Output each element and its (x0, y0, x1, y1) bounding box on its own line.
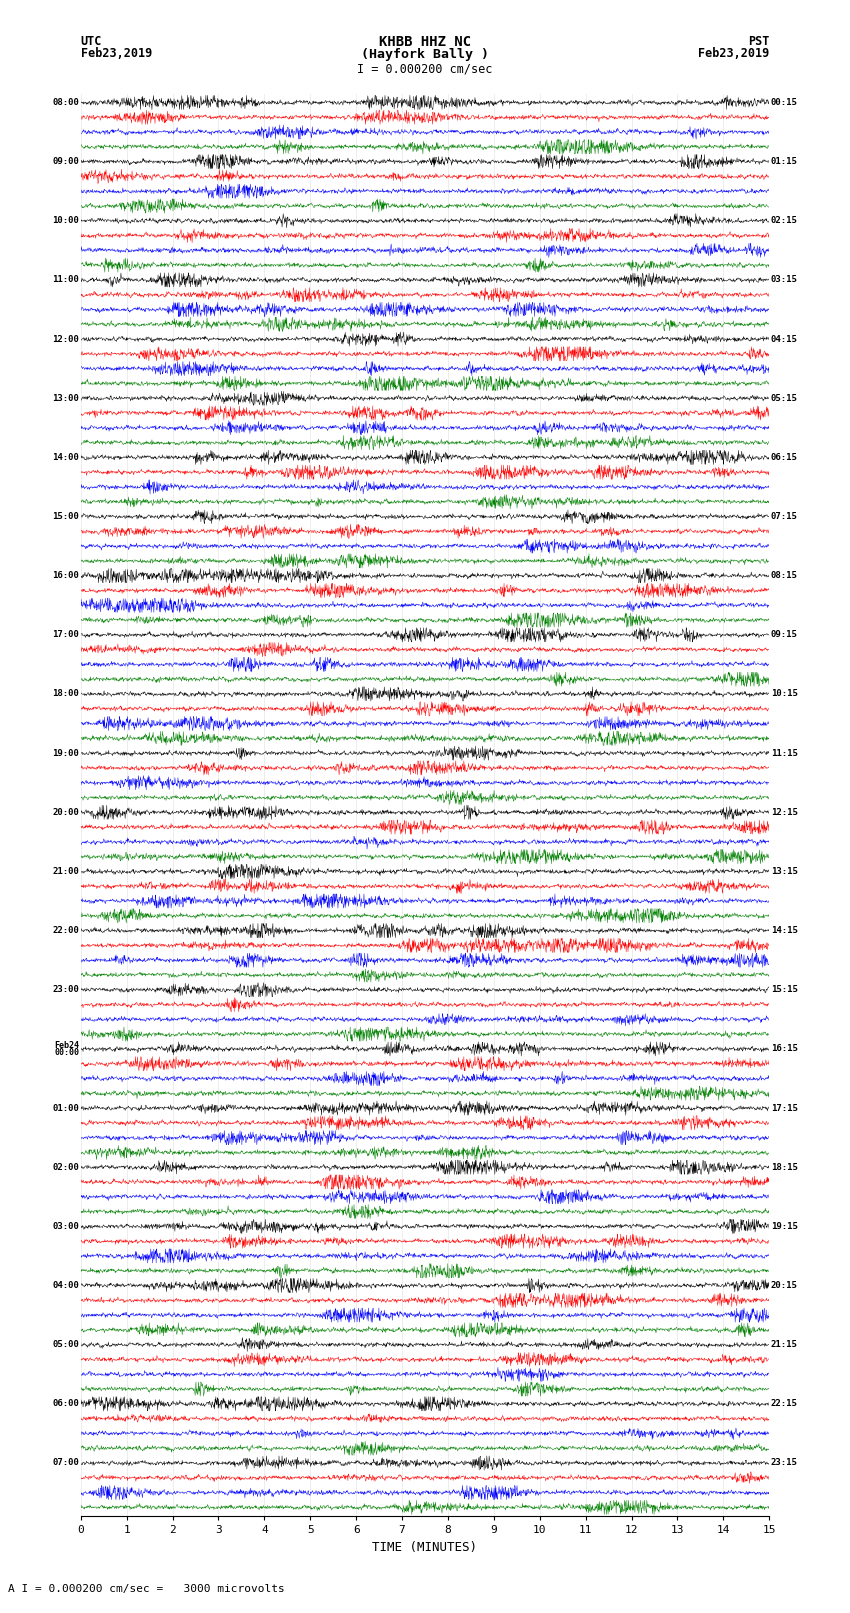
Text: 05:15: 05:15 (771, 394, 797, 403)
Text: 00:00: 00:00 (54, 1048, 79, 1057)
Text: 15:15: 15:15 (771, 986, 797, 994)
Text: 18:15: 18:15 (771, 1163, 797, 1171)
Text: 21:00: 21:00 (53, 866, 79, 876)
X-axis label: TIME (MINUTES): TIME (MINUTES) (372, 1540, 478, 1553)
Text: I = 0.000200 cm/sec: I = 0.000200 cm/sec (357, 63, 493, 76)
Text: 12:15: 12:15 (771, 808, 797, 816)
Text: (Hayfork Bally ): (Hayfork Bally ) (361, 48, 489, 61)
Text: UTC: UTC (81, 35, 102, 48)
Text: 10:00: 10:00 (53, 216, 79, 226)
Text: A I = 0.000200 cm/sec =   3000 microvolts: A I = 0.000200 cm/sec = 3000 microvolts (8, 1584, 286, 1594)
Text: 01:00: 01:00 (53, 1103, 79, 1113)
Text: 08:15: 08:15 (771, 571, 797, 581)
Text: 09:00: 09:00 (53, 156, 79, 166)
Text: 13:00: 13:00 (53, 394, 79, 403)
Text: 01:15: 01:15 (771, 156, 797, 166)
Text: 07:00: 07:00 (53, 1458, 79, 1468)
Text: 11:00: 11:00 (53, 276, 79, 284)
Text: 23:15: 23:15 (771, 1458, 797, 1468)
Text: 08:00: 08:00 (53, 98, 79, 106)
Text: Feb24: Feb24 (54, 1040, 79, 1050)
Text: 13:15: 13:15 (771, 866, 797, 876)
Text: 07:15: 07:15 (771, 511, 797, 521)
Text: 22:15: 22:15 (771, 1400, 797, 1408)
Text: 18:00: 18:00 (53, 689, 79, 698)
Text: 17:15: 17:15 (771, 1103, 797, 1113)
Text: 03:00: 03:00 (53, 1223, 79, 1231)
Text: 21:15: 21:15 (771, 1340, 797, 1348)
Text: 19:15: 19:15 (771, 1223, 797, 1231)
Text: 03:15: 03:15 (771, 276, 797, 284)
Text: 04:15: 04:15 (771, 334, 797, 344)
Text: 17:00: 17:00 (53, 631, 79, 639)
Text: 15:00: 15:00 (53, 511, 79, 521)
Text: 06:00: 06:00 (53, 1400, 79, 1408)
Text: 06:15: 06:15 (771, 453, 797, 461)
Text: 09:15: 09:15 (771, 631, 797, 639)
Text: 22:00: 22:00 (53, 926, 79, 936)
Text: 02:15: 02:15 (771, 216, 797, 226)
Text: 00:15: 00:15 (771, 98, 797, 106)
Text: Feb23,2019: Feb23,2019 (698, 47, 769, 60)
Text: 23:00: 23:00 (53, 986, 79, 994)
Text: PST: PST (748, 35, 769, 48)
Text: 20:00: 20:00 (53, 808, 79, 816)
Text: 04:00: 04:00 (53, 1281, 79, 1290)
Text: 14:00: 14:00 (53, 453, 79, 461)
Text: 19:00: 19:00 (53, 748, 79, 758)
Text: 11:15: 11:15 (771, 748, 797, 758)
Text: 20:15: 20:15 (771, 1281, 797, 1290)
Text: 16:00: 16:00 (53, 571, 79, 581)
Text: 16:15: 16:15 (771, 1044, 797, 1053)
Text: 02:00: 02:00 (53, 1163, 79, 1171)
Text: 12:00: 12:00 (53, 334, 79, 344)
Text: Feb23,2019: Feb23,2019 (81, 47, 152, 60)
Text: KHBB HHZ NC: KHBB HHZ NC (379, 35, 471, 50)
Text: 14:15: 14:15 (771, 926, 797, 936)
Text: 05:00: 05:00 (53, 1340, 79, 1348)
Text: 10:15: 10:15 (771, 689, 797, 698)
